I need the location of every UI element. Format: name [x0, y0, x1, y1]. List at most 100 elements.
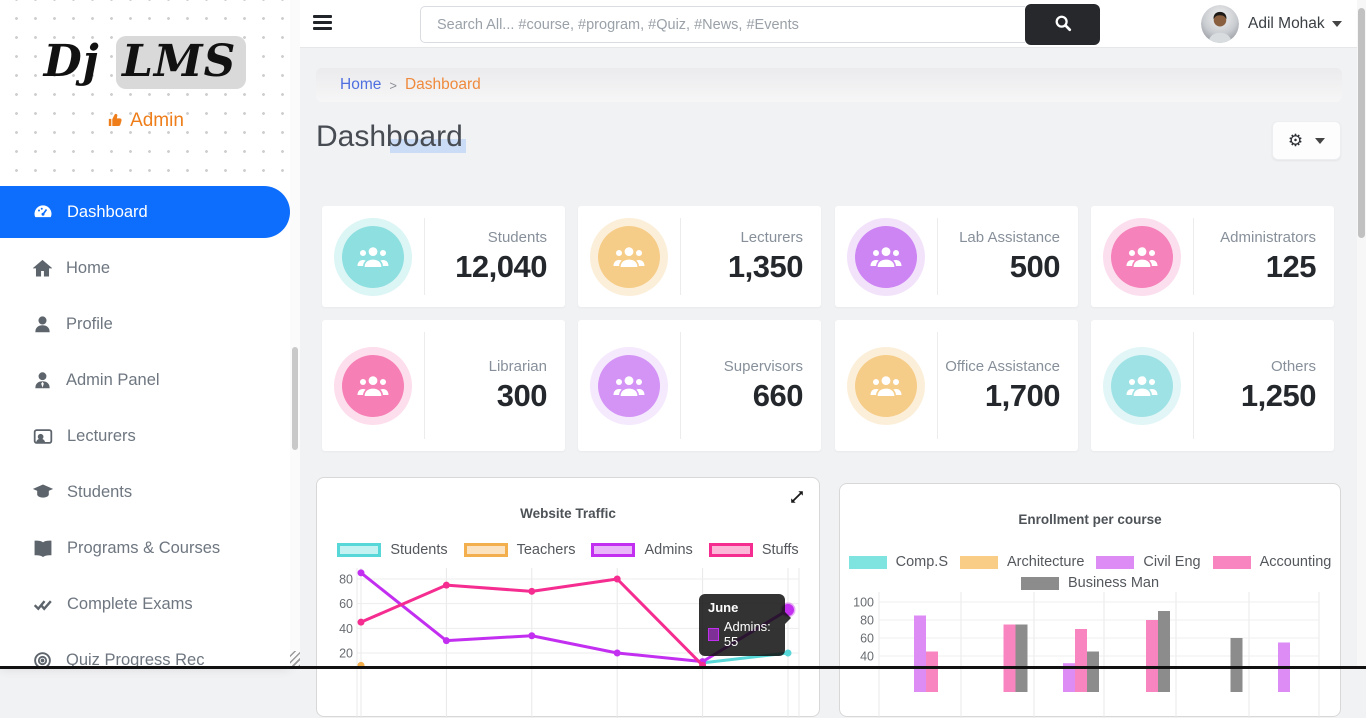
sidebar-item-label: Lecturers	[67, 426, 136, 445]
sidebar-item-label: Quiz Progress Rec	[66, 650, 205, 669]
legend-item-comp-s[interactable]: Comp.S	[848, 554, 948, 570]
svg-text:100: 100	[853, 596, 874, 610]
stat-label: Librarian	[488, 357, 547, 375]
sidebar-scrollbar[interactable]	[290, 0, 300, 669]
stat-card-office-assistance: Office Assistance 1,700	[835, 320, 1078, 451]
stat-value: 500	[1009, 249, 1061, 285]
search-input[interactable]	[420, 6, 1025, 43]
sidebar-header: Dj LMS Admin	[0, 0, 290, 178]
legend-item-admins[interactable]: Admins	[591, 542, 693, 558]
tooltip-swatch	[708, 627, 719, 641]
search-submit-button[interactable]	[1025, 4, 1100, 45]
legend-item-stuffs[interactable]: Stuffs	[708, 542, 799, 558]
avatar-photo	[1201, 5, 1239, 43]
complete-exams-icon	[33, 599, 52, 611]
tooltip-title: June	[708, 600, 739, 615]
sidebar-scrollbar-thumb[interactable]	[291, 347, 298, 450]
main-scrollbar[interactable]	[1357, 0, 1366, 669]
role-label: Admin	[130, 110, 184, 131]
dashboard-icon	[34, 205, 52, 218]
sidebar-item-programs-courses[interactable]: Programs & Courses	[0, 522, 290, 574]
user-menu-caret-icon[interactable]	[1332, 21, 1342, 27]
stat-card-librarian: Librarian 300	[322, 320, 565, 451]
users-icon	[1091, 217, 1193, 296]
stat-value: 660	[752, 378, 804, 414]
chart-legend: Students Teachers Admins Stuffs	[317, 542, 819, 558]
page-title-wrap: Dashboard	[316, 120, 466, 160]
main-scrollbar-thumb[interactable]	[1358, 8, 1365, 238]
sidebar-item-label: Programs & Courses	[67, 538, 221, 557]
svg-text:80: 80	[860, 614, 874, 628]
website-traffic-chart-card: 80 60 40 20 Website Traffic Students Teache…	[316, 477, 820, 718]
tooltip-value: Admins: 55	[723, 619, 771, 649]
stat-label: Supervisors	[723, 357, 803, 375]
divider	[937, 218, 938, 295]
enrollment-chart-card: 100 80 60 40 Enrollment per course Comp.S A…	[839, 483, 1341, 718]
stat-card-students: Students 12,040	[322, 206, 565, 307]
divider	[424, 332, 425, 439]
sidebar: Dj LMS Admin Dashboard Home Profile Admi…	[0, 0, 290, 669]
user-avatar[interactable]	[1201, 5, 1239, 43]
stat-value: 12,040	[455, 249, 547, 285]
title-highlight	[390, 139, 466, 153]
stat-value: 300	[496, 378, 548, 414]
legend-swatch	[591, 543, 636, 557]
legend-swatch	[1212, 555, 1251, 569]
topbar: Adil Mohak	[300, 0, 1366, 48]
stat-value: 1,250	[1240, 378, 1317, 414]
chart-tooltip: June Admins: 55	[699, 594, 791, 656]
sidebar-item-label: Complete Exams	[67, 594, 193, 613]
profile-icon	[35, 315, 50, 332]
logo-highlight: LMS	[115, 36, 247, 89]
main-content: Home > Dashboard Dashboard ⚙ Students 12,…	[300, 48, 1358, 718]
stat-value: 1,350	[727, 249, 804, 285]
sidebar-item-admin-panel[interactable]: Admin Panel	[0, 354, 290, 406]
sidebar-item-complete-exams[interactable]: Complete Exams	[0, 578, 290, 630]
search-icon	[1055, 15, 1071, 32]
users-icon	[1091, 346, 1193, 425]
sidebar-item-home[interactable]: Home	[0, 242, 290, 294]
divider	[937, 332, 938, 439]
svg-text:40: 40	[860, 650, 874, 664]
breadcrumb: Home > Dashboard	[316, 68, 1342, 102]
sidebar-item-students[interactable]: Students	[0, 466, 290, 518]
sidebar-item-quiz-progress[interactable]: Quiz Progress Rec	[0, 634, 290, 686]
legend-item-architecture[interactable]: Architecture	[960, 554, 1084, 570]
sidebar-item-profile[interactable]: Profile	[0, 298, 290, 350]
legend-item-accounting[interactable]: Accounting	[1212, 554, 1331, 570]
legend-item-students[interactable]: Students	[337, 542, 448, 558]
legend-swatch	[708, 543, 753, 557]
stat-label: Lecturers	[740, 228, 803, 246]
stat-card-lecturers: Lecturers 1,350	[578, 206, 821, 307]
legend-item-teachers[interactable]: Teachers	[463, 542, 575, 558]
sidebar-item-dashboard[interactable]: Dashboard	[0, 186, 290, 238]
thumbs-up-icon	[108, 113, 122, 126]
svg-text:60: 60	[860, 632, 874, 646]
app-logo[interactable]: Dj LMS	[0, 36, 290, 89]
breadcrumb-separator: >	[389, 77, 397, 93]
settings-caret-icon	[1315, 137, 1326, 144]
user-name[interactable]: Adil Mohak	[1248, 15, 1325, 32]
settings-button[interactable]: ⚙	[1272, 121, 1341, 160]
users-icon	[835, 217, 937, 296]
stat-card-supervisors: Supervisors 660	[578, 320, 821, 451]
stat-card-administrators: Administrators 125	[1091, 206, 1334, 307]
role-label-row: Admin	[0, 110, 290, 132]
chart-title: Website Traffic	[520, 506, 616, 521]
resize-grip[interactable]	[290, 651, 300, 666]
sidebar-item-label: Admin Panel	[66, 370, 160, 389]
users-icon	[835, 346, 937, 425]
legend-item-civil-eng[interactable]: Civil Eng	[1096, 554, 1201, 570]
admin-panel-icon	[35, 371, 50, 388]
legend-swatch	[337, 543, 382, 557]
breadcrumb-current: Dashboard	[404, 76, 481, 93]
legend-item-business-man[interactable]: Business Man	[1020, 575, 1159, 591]
sidebar-menu: Dashboard Home Profile Admin Panel Lectu…	[0, 186, 290, 690]
breadcrumb-home-link[interactable]: Home	[340, 76, 382, 93]
expand-icon[interactable]	[788, 488, 808, 508]
screen-bottom-edge	[0, 666, 1366, 669]
users-icon	[322, 346, 424, 425]
legend-swatch	[848, 555, 887, 569]
sidebar-item-lecturers[interactable]: Lecturers	[0, 410, 290, 462]
menu-toggle-icon[interactable]	[313, 15, 332, 31]
